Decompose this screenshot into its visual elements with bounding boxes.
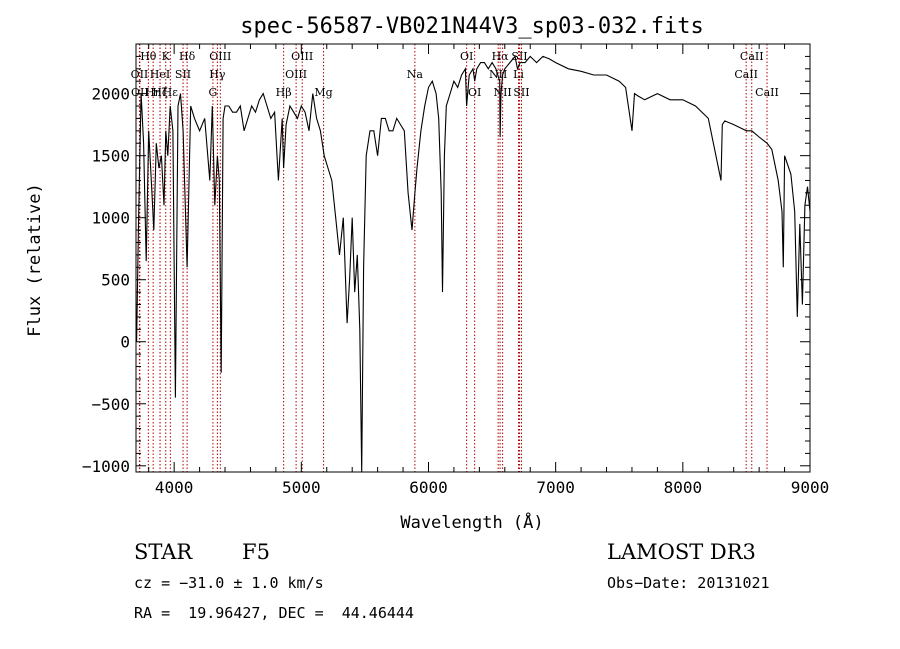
line-marker-label: Hδ	[179, 50, 196, 63]
line-marker-label: Hα	[492, 50, 510, 63]
line-marker-label: OI	[460, 50, 473, 63]
line-marker-label: Hζ	[152, 86, 168, 99]
line-marker-label: OII	[131, 86, 149, 99]
line-marker-label: OI	[468, 86, 481, 99]
coordinates-text: RA = 19.96427, DEC = 44.46444	[134, 604, 414, 622]
line-marker-label: OII	[131, 68, 149, 81]
line-marker-label: SII	[175, 68, 191, 81]
x-axis-label: Wavelength (Å)	[400, 511, 543, 533]
spectral-line-markers: HθOIIOIIHηKHeIHζHεHδSIIOIIIHγGOIIIOIIIHβ…	[131, 44, 779, 472]
line-marker-label: Na	[407, 68, 424, 81]
line-marker-label: SII	[513, 86, 529, 99]
y-tick-label: 1000	[91, 209, 130, 228]
line-marker-label: SII	[511, 50, 527, 63]
line-marker-label: Hβ	[276, 86, 292, 99]
object-class: STAR	[134, 540, 193, 564]
y-tick-label: −500	[91, 395, 130, 414]
x-tick-label: 5000	[282, 478, 321, 497]
y-axis-label: Flux (relative)	[25, 183, 45, 337]
plot-frame	[135, 43, 811, 473]
x-tick-label: 4000	[155, 478, 194, 497]
chart-title: spec-56587-VB021N44V3_sp03-032.fits	[240, 14, 704, 39]
x-tick-label: 9000	[791, 478, 830, 497]
line-marker-label: CaII	[740, 50, 764, 63]
spectrum-series	[136, 55, 811, 473]
spectrum-line-0	[136, 55, 811, 473]
line-marker-label: Hθ	[140, 50, 157, 63]
x-tick-label: 8000	[664, 478, 703, 497]
y-tick-label: 2000	[91, 85, 130, 104]
line-marker-label: G	[209, 86, 218, 99]
y-tick-label: 0	[120, 333, 130, 352]
line-marker-label: OIII	[285, 68, 307, 81]
x-tick-label: 6000	[409, 478, 448, 497]
line-marker-label: Hγ	[209, 68, 226, 81]
redshift-text: cz = −31.0 ± 1.0 km/s	[134, 574, 324, 592]
y-tick-label: 1500	[91, 147, 130, 166]
line-marker-label: Hη	[145, 86, 161, 99]
obs-date-text: Obs−Date: 20131021	[607, 574, 770, 592]
line-marker-label: CaII	[734, 68, 758, 81]
line-marker-label: Li	[513, 68, 524, 81]
axes: 4000 5000 6000 7000 8000 9000 −1000 −500 0 500 100…	[82, 44, 829, 497]
y-tick-label: −1000	[82, 457, 130, 476]
object-subclass: F5	[242, 540, 270, 564]
line-marker-label: OIII	[291, 50, 313, 63]
line-marker-label: Hε	[163, 86, 179, 99]
survey-label: LAMOST DR3	[607, 540, 756, 564]
y-tick-label: 500	[101, 271, 130, 290]
line-marker-label: NII	[493, 86, 511, 99]
line-marker-label: HeI	[150, 68, 170, 81]
line-marker-label: OIII	[209, 50, 231, 63]
line-marker-label: K	[162, 50, 171, 63]
x-tick-label: 7000	[536, 478, 575, 497]
line-marker-label: Mg	[314, 86, 332, 99]
line-marker-label: CaII	[755, 86, 779, 99]
